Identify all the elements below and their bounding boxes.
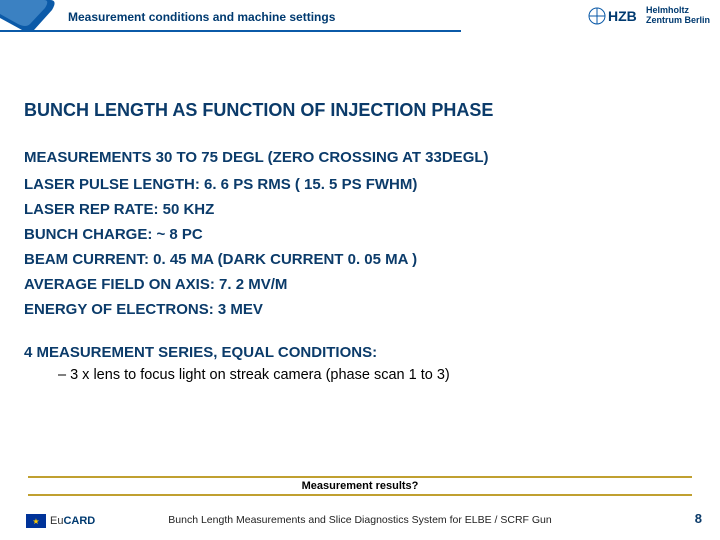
footer-text: Bunch Length Measurements and Slice Diag… [0,514,720,526]
page-number: 8 [695,511,702,526]
param-line: ENERGY OF ELECTRONS: 3 MEV [24,301,696,318]
result-band: Measurement results? [28,476,692,496]
result-label: Measurement results? [302,480,419,492]
param-line: AVERAGE FIELD ON AXIS: 7. 2 MV/M [24,276,696,293]
page-title: BUNCH LENGTH AS FUNCTION OF INJECTION PH… [24,100,696,121]
measurement-range: MEASUREMENTS 30 TO 75 DEGL (ZERO CROSSIN… [24,149,696,166]
series-bullet: – 3 x lens to focus light on streak came… [58,367,696,383]
footer: ★ EuCARD Bunch Length Measurements and S… [0,504,720,532]
content: BUNCH LENGTH AS FUNCTION OF INJECTION PH… [24,100,696,383]
param-line: LASER PULSE LENGTH: 6. 6 PS RMS ( 15. 5 … [24,176,696,193]
header-title: Measurement conditions and machine setti… [68,10,335,24]
header-underline [0,30,720,32]
header: Measurement conditions and machine setti… [0,0,720,40]
param-line: BUNCH CHARGE: ~ 8 PC [24,226,696,243]
slide: Measurement conditions and machine setti… [0,0,720,540]
hzb-logo: HZB Helmholtz Zentrum Berlin [588,4,710,28]
swoosh-icon [0,0,70,34]
series-heading: 4 MEASUREMENT SERIES, EQUAL CONDITIONS: [24,344,696,361]
hzb-logo-icon: HZB [588,4,642,28]
param-line: BEAM CURRENT: 0. 45 MA (DARK CURRENT 0. … [24,251,696,268]
param-line: LASER REP RATE: 50 KHZ [24,201,696,218]
hzb-logo-text: Helmholtz Zentrum Berlin [646,6,710,26]
svg-text:HZB: HZB [608,8,637,24]
hzb-sub2: Zentrum Berlin [646,16,710,26]
